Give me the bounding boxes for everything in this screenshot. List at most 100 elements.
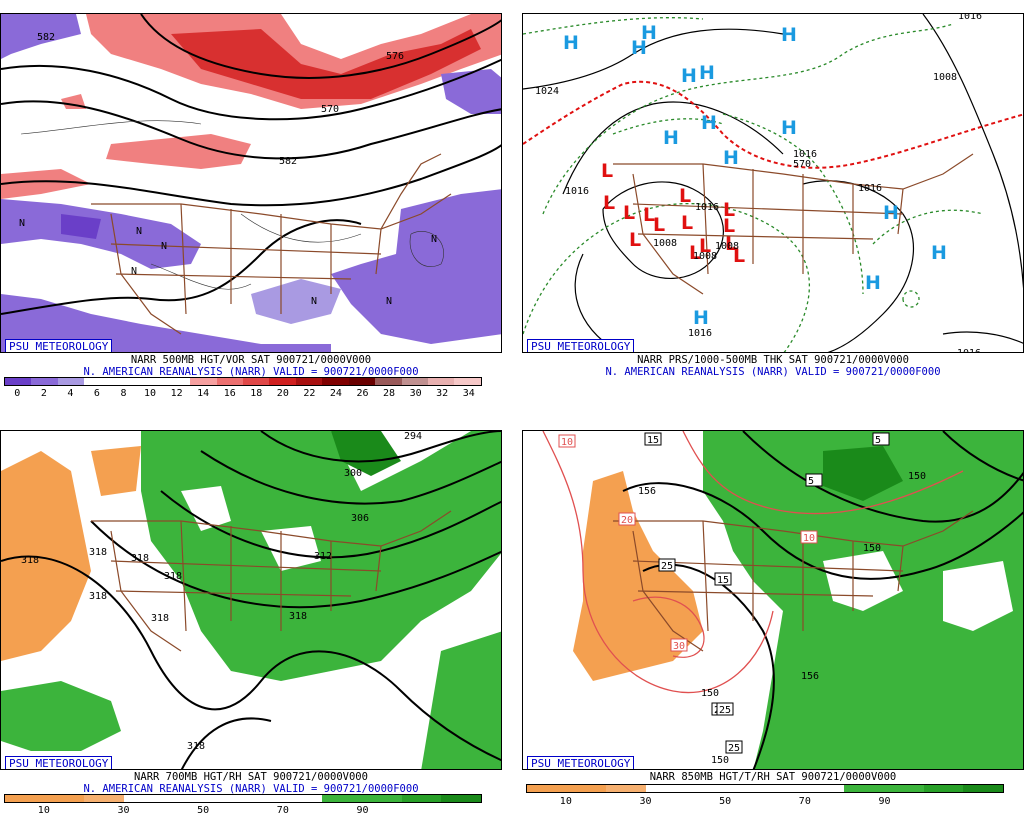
high-pressure-marker: H [781, 117, 797, 139]
low-pressure-marker: L [643, 204, 655, 226]
height-contours [622, 431, 1023, 769]
contour-label: 1016 [958, 14, 982, 22]
contour-label: 306 [351, 513, 369, 524]
low-pressure-marker: L [689, 242, 701, 264]
vorticity-contours [20, 120, 444, 290]
colorbar-segment [765, 785, 805, 792]
map-500mb-graphic: 582 576 570 582 N N N N N N N [1, 14, 501, 352]
colorbar-segment [5, 378, 32, 385]
political-borders [91, 153, 452, 335]
colorbar-segment [606, 785, 647, 792]
colorbar-tick-label: 16 [223, 388, 236, 399]
colorbar-segment [923, 785, 964, 792]
colorbar-segment [401, 795, 442, 802]
vorticity-west-region [1, 169, 91, 199]
contour-label: 156 [638, 486, 656, 497]
contour-label: 318 [89, 547, 107, 558]
dry-region-west [1, 451, 91, 661]
dry-gap [181, 486, 231, 531]
high-pressure-marker: H [631, 37, 647, 59]
colorbar [4, 794, 482, 803]
colorbar-tick-label: 6 [93, 388, 100, 399]
panel-validity: N. AMERICAN REANALYSIS (NARR) VALID = 90… [605, 366, 941, 378]
colorbar-segment [295, 378, 323, 385]
frontal-boundary [523, 80, 1023, 169]
colorbar [4, 377, 482, 386]
panel-validity: N. AMERICAN REANALYSIS (NARR) VALID = 90… [83, 366, 419, 378]
colorbar-segment [322, 795, 363, 802]
contour-label: 294 [404, 431, 422, 442]
colorbar-tick-label: 18 [250, 388, 263, 399]
temperature-label: 10 [561, 437, 573, 448]
low-pressure-marker: L [681, 212, 693, 234]
colorbar-segment [322, 378, 349, 385]
colorbar-segment [269, 378, 296, 385]
vorticity-core-region [171, 29, 481, 99]
colorbar-segment [31, 378, 58, 385]
credit-badge: PSU METEOROLOGY [5, 756, 113, 769]
contour-label: 1008 [653, 238, 677, 249]
vorticity-min-markers: N N N N N N N [19, 218, 437, 307]
temperature-label: 5 [808, 476, 814, 487]
vorticity-marker: N [311, 296, 317, 307]
colorbar-tick-label: 30 [409, 388, 422, 399]
temperature-label-box [558, 434, 576, 448]
colorbar-ticks: 10 30 50 70 90 [4, 805, 482, 817]
political-borders [613, 153, 974, 295]
colorbar-segment [401, 378, 428, 385]
temperature-label: 20 [621, 515, 633, 526]
map-700mb: 294 300 306 312 318 318 318 318 318 318 … [0, 430, 502, 770]
colorbar-tick-label: 24 [329, 388, 342, 399]
colorbar-tick-label: 12 [170, 388, 183, 399]
moist-core-north [823, 446, 903, 501]
low-pressure-marker: L [629, 229, 641, 251]
height-contours [1, 14, 501, 315]
temperature-label: 15 [717, 575, 729, 586]
contour-label: 582 [279, 156, 297, 167]
colorbar-tick-label: 14 [197, 388, 210, 399]
vorticity-min-core [61, 214, 101, 239]
high-pressure-marker: H [883, 202, 899, 224]
high-pressure-marker: H [693, 307, 709, 329]
temperature-contours [542, 431, 964, 694]
low-pressure-marker: L [699, 235, 711, 257]
temperature-label: 25 [719, 705, 731, 716]
vorticity-band-region [106, 134, 251, 169]
contour-label: 150 [711, 755, 729, 766]
colorbar-segment [348, 378, 376, 385]
temperature-label-box [716, 702, 734, 716]
vorticity-marker: N [19, 218, 25, 229]
contour-label: 1008 [933, 72, 957, 83]
isobars [523, 14, 1023, 352]
high-pressure-marker: H [663, 127, 679, 149]
contour-label: 1016 [957, 348, 981, 353]
moist-core-ne [331, 431, 401, 476]
contour-label: 1016 [688, 328, 712, 339]
colorbar-segment [282, 795, 323, 802]
colorbar-segment [441, 795, 482, 802]
contour-label: 300 [344, 468, 362, 479]
contour-label: 570 [793, 159, 811, 170]
height-contours [1, 431, 501, 769]
colorbar-tick-label: 30 [639, 796, 652, 807]
high-pressure-marker: H [781, 24, 797, 46]
temperature-label-box [725, 740, 743, 754]
temperature-label-box [714, 572, 732, 586]
map-850mb: 156 150 150 156 150 150 10 20 25 30 25 15 15 10… [522, 430, 1024, 770]
colorbar-segment [163, 378, 191, 385]
credit-badge: PSU METEOROLOGY [527, 756, 635, 769]
low-pressure-marker: L [725, 233, 737, 255]
panel-caption: NARR PRS/1000-500MB THK SAT 900721/0000V… [637, 354, 909, 366]
map-850mb-graphic: 156 150 150 156 150 150 10 20 25 30 25 15 15 10… [542, 431, 1023, 769]
political-borders [91, 510, 452, 652]
low-pressure-marker: L [601, 160, 613, 182]
colorbar-tick-label: 32 [436, 388, 449, 399]
colorbar-tick-label: 90 [356, 805, 369, 816]
moist-region-southeast [421, 631, 501, 769]
colorbar-tick-label: 20 [276, 388, 289, 399]
vorticity-min-west [1, 199, 201, 269]
colorbar-segment [242, 378, 270, 385]
vorticity-marker: N [431, 234, 437, 245]
